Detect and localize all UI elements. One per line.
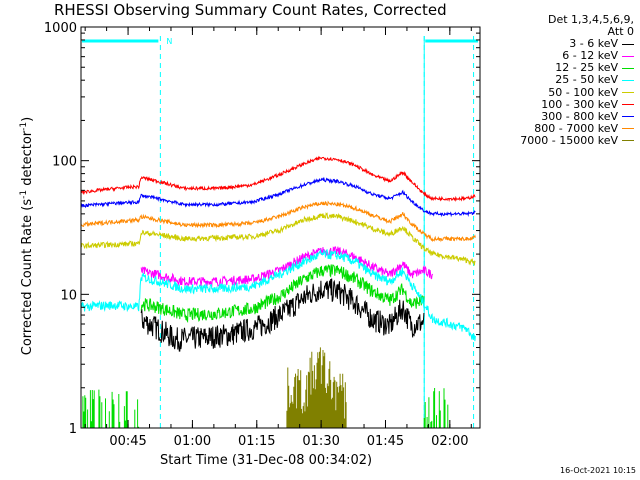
series-line-6 — [80, 176, 476, 218]
y-axis-label-sup-1: -1 — [18, 189, 29, 199]
x-tick-label-4: 01:45 — [367, 434, 404, 449]
series-line-0 — [140, 278, 425, 352]
legend-label-7: 800 - 7000 keV — [534, 121, 618, 135]
legend-entry-4: 50 - 100 keV — [484, 85, 634, 99]
plot-frame — [80, 26, 481, 429]
legend-entry-5: 100 - 300 keV — [484, 97, 634, 111]
series-line-8 — [286, 347, 347, 428]
x-tick-label-0: 00:45 — [109, 434, 146, 449]
legend-entry-8: 7000 - 15000 keV — [484, 133, 634, 147]
legend-label-1: 6 - 12 keV — [562, 49, 618, 63]
legend-entry-1: 6 - 12 keV — [484, 50, 634, 62]
y-tick-label-0: 1 — [69, 422, 77, 437]
legend-swatch-8 — [622, 140, 634, 142]
legend-swatch-2 — [622, 67, 634, 69]
legend-header-line-2: Att 0 — [607, 25, 634, 39]
legend-entries: 3 - 6 keV 6 - 12 keV 12 - 25 keV 25 - 50 ke… — [484, 38, 634, 147]
annotation-label-0: N — [166, 37, 172, 46]
chart-title: RHESSI Observing Summary Count Rates, Co… — [54, 1, 447, 19]
axes: 1 10 100 1000 00:45 01:00 01:15 01:30 01:45 02:00 — [44, 21, 481, 449]
series-line-7 — [80, 200, 476, 243]
x-tick-label-3: 01:30 — [302, 434, 339, 449]
legend-header-line-1: Det 1,3,4,5,6,9, — [547, 13, 634, 26]
y-tick-label-1: 10 — [60, 288, 77, 303]
plot-area: N — [80, 36, 478, 428]
y-axis-label-end: ) — [20, 116, 36, 122]
legend-swatch-4 — [622, 92, 634, 94]
legend-swatch-6 — [622, 116, 634, 118]
legend-entry-6: 300 - 800 keV — [484, 109, 634, 123]
x-tick-label-1: 01:00 — [174, 434, 211, 449]
low-count-segment-1 — [423, 388, 449, 428]
legend-swatch-1 — [622, 55, 634, 57]
legend-label-6: 300 - 800 keV — [541, 109, 618, 123]
generation-timestamp: 16-Oct-2021 10:15 — [560, 466, 636, 475]
x-tick-label-2: 01:15 — [238, 434, 275, 449]
x-axis-label: Start Time (31-Dec-08 00:34:02) — [160, 453, 373, 468]
legend-swatch-5 — [622, 104, 634, 106]
y-axis-label-sup-2: -1 — [18, 121, 29, 131]
series-line-5 — [80, 155, 476, 203]
y-axis-label: Corrected Count Rate (s-1 detector-1) — [19, 117, 35, 355]
series-line-4 — [80, 212, 476, 266]
legend-swatch-0 — [622, 43, 634, 45]
legend-label-5: 100 - 300 keV — [541, 97, 618, 111]
legend-entry-3: 25 - 50 keV — [484, 74, 634, 86]
y-axis-label-mid: detector — [20, 130, 36, 190]
legend-label-2: 12 - 25 keV — [555, 61, 618, 75]
legend-label-0: 3 - 6 keV — [569, 37, 618, 51]
legend-entry-7: 800 - 7000 keV — [484, 121, 634, 135]
legend-label-3: 25 - 50 keV — [555, 73, 618, 87]
series-line-1 — [140, 246, 434, 288]
legend: Det 1,3,4,5,6,9, Att 0 3 - 6 keV 6 - 12 k… — [484, 13, 634, 147]
y-axis-label-main: Corrected Count Rate (s — [20, 198, 36, 356]
low-count-segment-0 — [82, 389, 140, 428]
series-line-3 — [80, 248, 476, 342]
legend-swatch-3 — [622, 80, 634, 82]
legend-swatch-7 — [622, 128, 634, 130]
y-tick-label-3: 1000 — [44, 21, 77, 36]
legend-entry-0: 3 - 6 keV — [484, 38, 634, 50]
x-tick-label-5: 02:00 — [431, 434, 468, 449]
series-line-2 — [140, 263, 425, 324]
legend-label-8: 7000 - 15000 keV — [520, 133, 618, 147]
y-tick-label-2: 100 — [52, 155, 77, 170]
legend-label-4: 50 - 100 keV — [548, 85, 618, 99]
legend-entry-2: 12 - 25 keV — [484, 62, 634, 74]
